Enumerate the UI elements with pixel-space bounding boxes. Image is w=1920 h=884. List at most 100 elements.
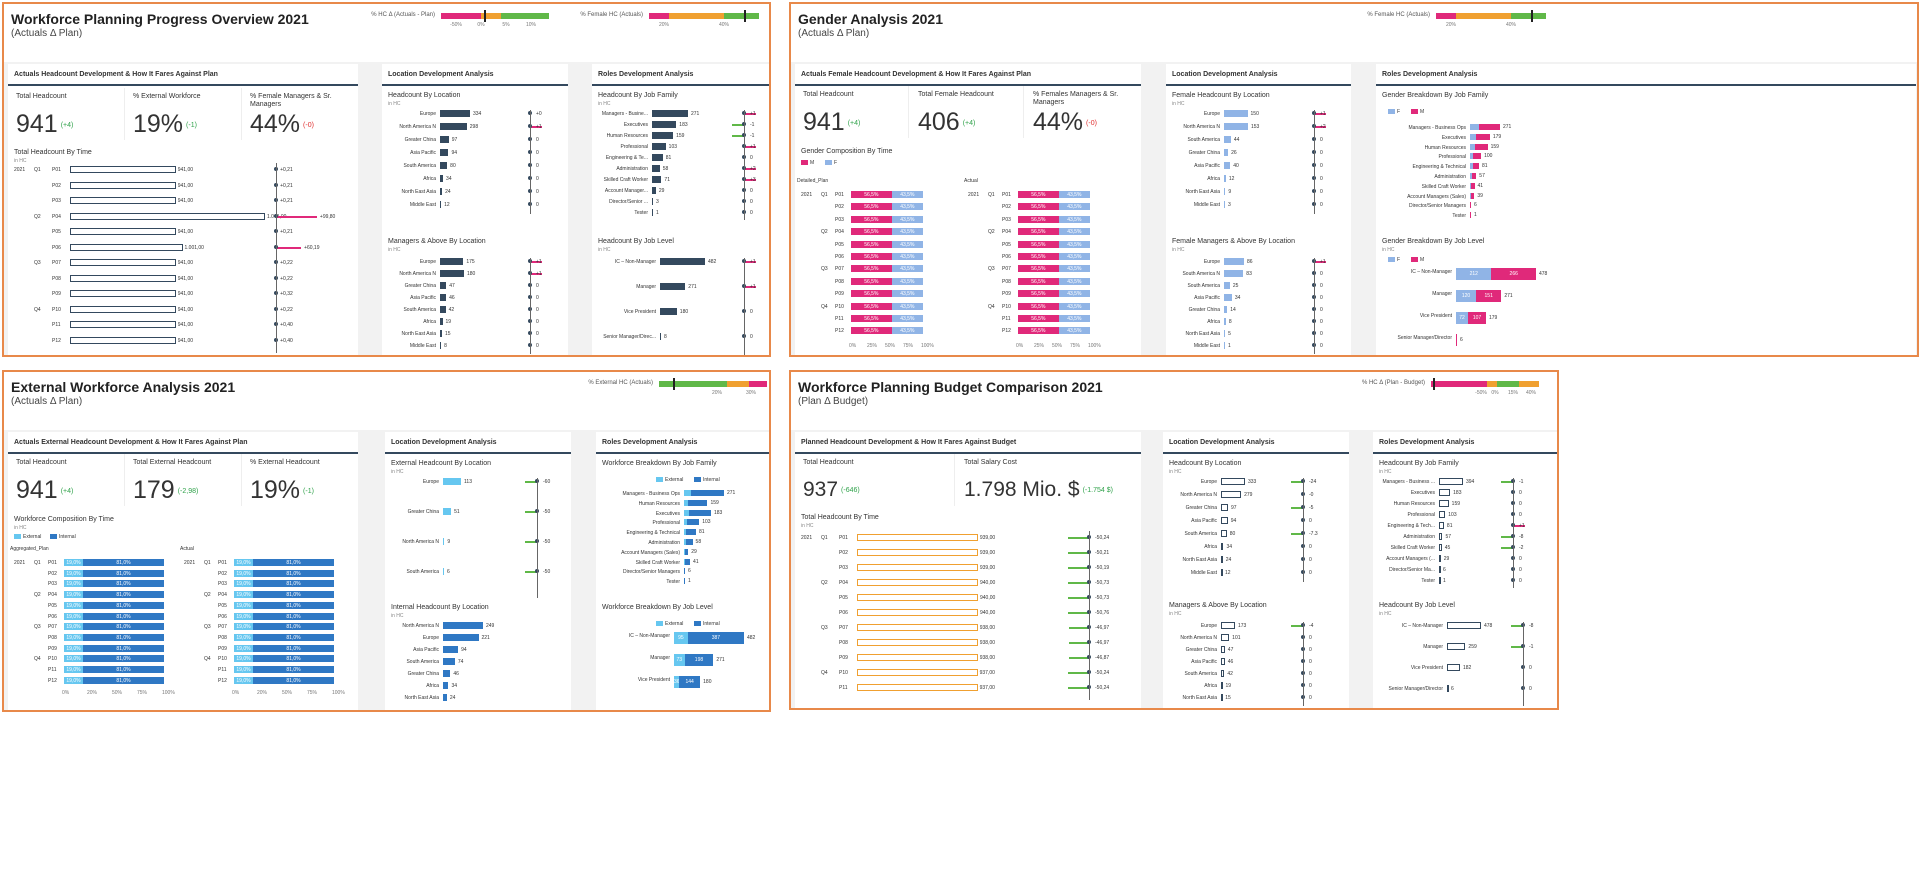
bar [1221, 491, 1242, 498]
kpi-hc-delta-budget[interactable]: % HC Δ (Plan - Budget) -50% 0% 15% 40% [1362, 378, 1539, 406]
variance-value: +1 [750, 144, 756, 150]
variance-value: 0 [1309, 570, 1312, 576]
kpi-card-total-headcount[interactable]: Total Headcount 941 (+4) [10, 88, 125, 140]
bar-value: 941,00 [177, 306, 194, 313]
variance-value: 0 [1320, 176, 1323, 182]
kpi-hc-delta[interactable]: % HC Δ (Actuals - Plan) -50% 0% 5% 10% [371, 10, 549, 38]
kpi-card-female-managers[interactable]: % Females Managers & Sr. Managers 44% (-0… [1027, 86, 1139, 138]
segment-label: 43,5% [1067, 192, 1082, 198]
segment-label: 56,5% [1031, 328, 1046, 335]
period-label: P08 [52, 275, 61, 282]
segment-label: 43,5% [1067, 229, 1082, 236]
quarter-label: Q4 [34, 306, 41, 313]
period-label: P12 [1002, 328, 1011, 335]
bar [1439, 566, 1441, 573]
variance-value: 0 [536, 331, 539, 337]
bar [1224, 282, 1230, 289]
kpi-card-external-headcount[interactable]: Total External Headcount 179 (-2,98) [127, 454, 242, 506]
bar-value: 8 [1228, 319, 1232, 325]
segment [1456, 334, 1457, 346]
chart-headcount-by-job-level[interactable]: IC – Non-Manager 482 +1 Manager 271 +1 Vice Pr… [592, 258, 769, 355]
kpi-card-total-headcount[interactable]: Total Headcount 941 (+4) [10, 454, 125, 506]
chart-female-by-location[interactable]: Europe 150 +1 North America N 153 +2 South Ame… [1166, 110, 1351, 222]
segment: 19,0% [234, 569, 253, 577]
chart-workforce-composition[interactable]: Aggregated_Plan 2021 Q1 P01 19,0% 81,0% P02 19,… [8, 546, 358, 710]
row-label: Greater China [407, 671, 439, 677]
kpi-female-hc[interactable]: % Female HC (Actuals) 20% 40% [580, 10, 759, 38]
row-label: Professional [1407, 512, 1435, 518]
bar [1439, 489, 1451, 496]
segment: 43,5% [1058, 253, 1090, 260]
row-label: Managers - Business Ops [1408, 125, 1466, 131]
period-label: P09 [52, 291, 61, 297]
kpi-card-total-headcount[interactable]: Total Headcount 937 (-646) [797, 454, 955, 506]
chart-managers-by-location[interactable]: Europe 175 +1 North America N 180 +1 Greater C… [382, 258, 568, 355]
bar [1439, 544, 1442, 551]
kpi-card-female-headcount[interactable]: Total Female Headcount 406 (+4) [912, 86, 1024, 138]
chart-workforce-by-job-level[interactable]: IC – Non-Manager 95 387 482 Manager 73 198 271 V… [596, 632, 769, 710]
bar-value: 179 [1492, 133, 1502, 140]
period-label: P10 [218, 656, 227, 663]
period-label: P03 [1002, 216, 1011, 223]
chart-gender-by-job-family[interactable]: Managers - Business Ops 271 Executives 179 H… [1376, 124, 1916, 224]
bar-value: 6 [1474, 202, 1477, 209]
quarter-label: Q2 [34, 213, 41, 220]
row-label: Account Managers (Sales) [1407, 193, 1466, 200]
segment-label: 56,5% [1031, 204, 1046, 211]
variance-value: 0 [1320, 319, 1323, 325]
chart-internal-by-location[interactable]: North America N 249 Europe 221 Asia Pacific 9… [385, 622, 571, 710]
bar-value: 6 [1443, 567, 1446, 573]
tick-label: 25% [1034, 342, 1045, 349]
chart-gender-by-job-level[interactable]: IC – Non-Manager 212 266 478 Manager 120 151 27… [1376, 268, 1916, 355]
dashboard-external-workforce: External Workforce Analysis 2021 (Actual… [2, 370, 771, 712]
dashboard-title: Gender Analysis 2021 [798, 11, 944, 27]
kpi-card-female-managers[interactable]: % Female Managers & Sr. Managers 44% (-0) [244, 88, 356, 140]
variance-bar [1069, 627, 1089, 629]
chart-headcount-by-job-level[interactable]: IC – Non-Manager 478 -8 Manager 259 -1 Vice Pr… [1373, 622, 1557, 708]
period-label: P06 [839, 610, 848, 616]
kpi-external-hc[interactable]: % External HC (Actuals) 20% 30% [588, 378, 767, 406]
row-label: Asia Pacific [1191, 659, 1217, 665]
variance-value: 0 [1309, 518, 1312, 524]
segment-label: 56,5% [1031, 266, 1046, 273]
segment [1470, 212, 1471, 219]
row-label: Europe [419, 259, 436, 265]
row-label: Administration [616, 166, 648, 172]
chart-headcount-by-location[interactable]: Europe 334 +0 North America N 298 +1 Greater C… [382, 110, 568, 222]
variance-value: -7.3 [1309, 531, 1318, 537]
row-label: Senior Manager/Director [1397, 335, 1452, 341]
chart-gender-composition[interactable]: Detailed_Plan 2021 Q1 P01 56,5% 43,5% P02 56,5%… [795, 178, 1141, 355]
bar [1221, 530, 1227, 537]
row-label: North America N [399, 124, 436, 130]
chart-managers-by-location[interactable]: Europe 173 -4 North America N 101 0 Greater Ch… [1163, 622, 1349, 708]
variance-value: -50,24 [1095, 535, 1110, 541]
chart-workforce-by-job-family[interactable]: Managers - Business Ops 271 Human Resource… [596, 490, 769, 594]
quarter-label: Q2 [821, 580, 828, 586]
kpi-card-salary-cost[interactable]: Total Salary Cost 1.798 Mio. $ (-1.754 $) [958, 454, 1139, 506]
segment: 36 [674, 676, 680, 688]
chart-planned-headcount-by-time[interactable]: 2021 Q1 P01 939,00 -50,24 P02 939,00 -50,21 P03 9… [795, 531, 1141, 708]
kpi-bullet-bar [441, 10, 549, 22]
chart-headcount-by-location[interactable]: Europe 333 -24 North America N 279 -0 Greater … [1163, 478, 1349, 590]
kpi-female-hc[interactable]: % Female HC (Actuals) 20% 40% [1367, 10, 1546, 38]
segment [684, 539, 686, 545]
segment: 56,5% [851, 191, 892, 198]
row-label: Africa [1204, 683, 1217, 689]
chart-headcount-by-time[interactable]: 2021 Q1 P01 941,00 +0,21 P02 941,00 +0,21 P03 941… [8, 163, 358, 355]
segment-label: 81,0% [286, 570, 301, 577]
kpi-card-external-workforce[interactable]: % External Workforce 19% (-1) [127, 88, 242, 140]
variance-value: -1 [1529, 644, 1534, 650]
bar-value: 150 [1250, 111, 1259, 117]
bar-value: 939,00 [979, 565, 996, 571]
chart-headcount-by-job-family[interactable]: Managers - Busine... 271 +1 Executives 183 -1… [592, 110, 769, 222]
segment: 95 [674, 632, 688, 644]
chart-external-by-location[interactable]: Europe 113 -60 Greater China 51 -50 North Amer… [385, 478, 571, 598]
kpi-card-external-pct[interactable]: % External Headcount 19% (-1) [244, 454, 356, 506]
chart-headcount-by-job-family[interactable]: Managers - Business ... 394 -1 Executives 18… [1373, 478, 1557, 590]
segment-label: 95 [678, 635, 684, 641]
variance-axis [537, 478, 538, 598]
segment: 81,0% [83, 612, 164, 620]
row-label: Middle East [409, 343, 436, 349]
chart-female-managers-by-location[interactable]: Europe 86 +1 South America N 83 0 South Americ… [1166, 258, 1351, 355]
kpi-card-total-headcount[interactable]: Total Headcount 941 (+4) [797, 86, 909, 138]
